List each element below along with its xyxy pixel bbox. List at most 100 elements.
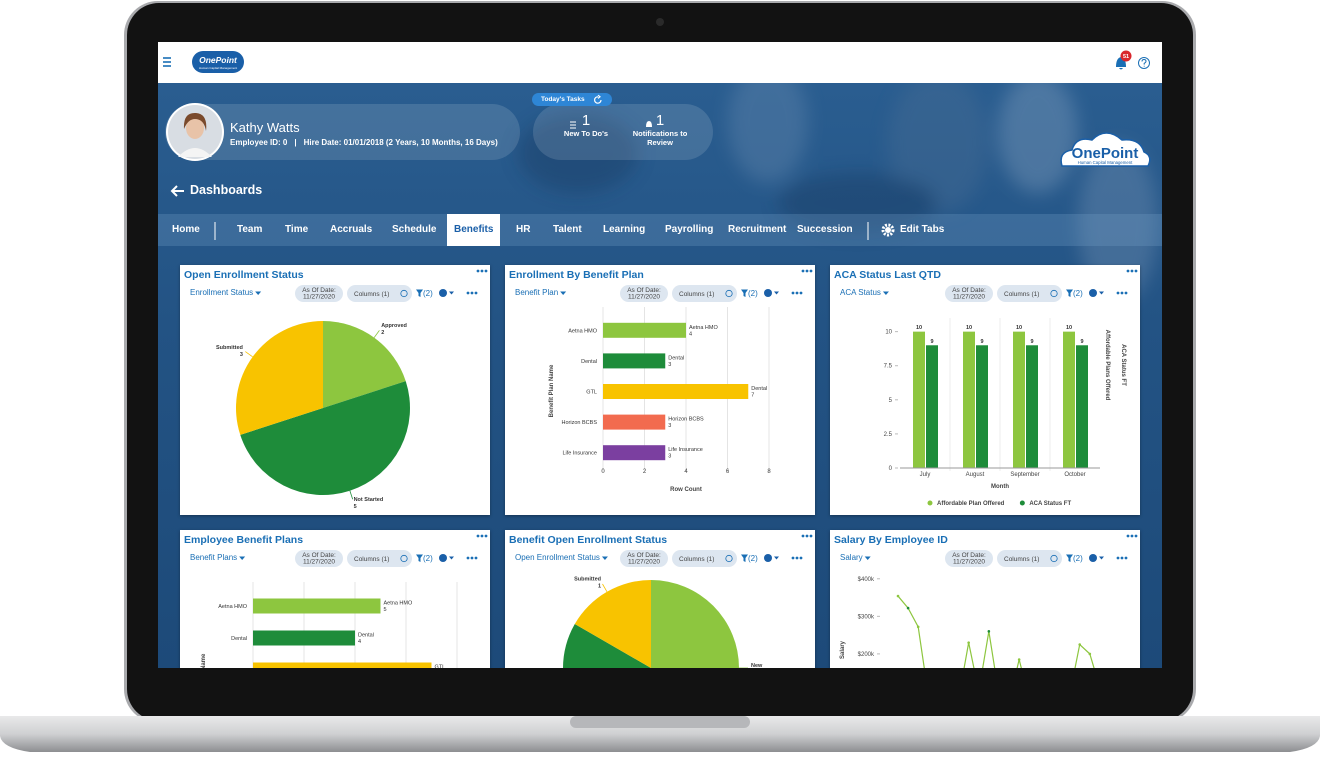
columns-clear[interactable] xyxy=(725,289,733,298)
widget-menu[interactable] xyxy=(1126,534,1138,538)
dot xyxy=(466,556,470,560)
help-button[interactable] xyxy=(1138,57,1150,69)
tab[interactable]: Learning xyxy=(603,224,646,235)
chart-type-icon[interactable] xyxy=(439,554,447,562)
columns-clear[interactable] xyxy=(1050,554,1058,563)
widget-actions[interactable] xyxy=(1116,556,1128,560)
tab[interactable]: Payrolling xyxy=(665,224,714,235)
gear-icon[interactable] xyxy=(881,223,895,237)
widget-menu[interactable] xyxy=(476,534,488,538)
columns-pill[interactable] xyxy=(997,550,1062,567)
tab[interactable]: Talent xyxy=(553,224,582,235)
chart-type-icon[interactable] xyxy=(764,554,772,562)
x-tick-label: 6 xyxy=(726,469,730,475)
columns-pill[interactable] xyxy=(672,285,737,302)
funnel-icon[interactable] xyxy=(741,289,748,298)
columns-pill[interactable] xyxy=(347,550,412,567)
todays-tasks[interactable]: Today's Tasks xyxy=(532,93,612,106)
todo-count[interactable]: 1 xyxy=(581,112,591,129)
x-tick-label: October xyxy=(1064,472,1085,478)
funnel-icon[interactable] xyxy=(416,554,423,563)
filter-dropdown[interactable]: Salary xyxy=(840,553,863,562)
tab[interactable]: Home xyxy=(172,224,200,235)
y-axis-title: Benefit Plan Name xyxy=(549,364,555,417)
dot xyxy=(805,269,809,273)
columns-clear[interactable] xyxy=(400,554,408,563)
as-of-pill[interactable] xyxy=(620,550,668,567)
notification-task-count[interactable]: 1 xyxy=(655,112,665,129)
tab[interactable]: HR xyxy=(516,224,531,235)
tab[interactable]: Succession xyxy=(797,224,853,235)
dot xyxy=(801,534,805,538)
chart-type-caret xyxy=(449,556,454,560)
filter-dropdown[interactable]: Enrollment Status xyxy=(190,288,253,297)
pie-slice xyxy=(236,321,323,435)
separator: | xyxy=(294,138,297,147)
bar-value: 4 xyxy=(689,331,692,337)
bar xyxy=(253,630,355,646)
filter-dropdown[interactable]: Benefit Plan xyxy=(515,288,558,297)
as-of-date: 11/27/2020 xyxy=(953,294,985,301)
as-of-pill[interactable] xyxy=(945,550,993,567)
task-icons xyxy=(570,121,652,129)
widget-menu[interactable] xyxy=(1126,269,1138,273)
widget-title: Enrollment By Benefit Plan xyxy=(509,269,644,281)
back-link[interactable]: Dashboards xyxy=(190,183,263,197)
widget-canvas: Open Enrollment Status Enrollment Status A… xyxy=(184,269,488,510)
chart-type-icon[interactable] xyxy=(1089,554,1097,562)
tab[interactable]: Team xyxy=(237,224,263,235)
refresh-icon[interactable] xyxy=(592,94,604,106)
line-point xyxy=(967,641,970,644)
todo-label[interactable]: New To Do's xyxy=(563,129,609,138)
funnel-icon[interactable] xyxy=(1066,289,1073,298)
chart-type-icon[interactable] xyxy=(764,289,772,297)
widget-actions[interactable] xyxy=(466,291,478,295)
funnel-icon[interactable] xyxy=(416,289,423,298)
filter-dropdown[interactable]: Benefit Plans xyxy=(190,553,237,562)
chart-type-icon[interactable] xyxy=(1089,289,1097,297)
widget-actions[interactable] xyxy=(791,556,803,560)
active-tab[interactable]: Benefits xyxy=(447,214,501,246)
line-point xyxy=(1088,652,1092,656)
top-bar-icons: OnePoint Human Capital Management 51 xyxy=(163,50,1150,73)
y-tick-label: 10 xyxy=(885,330,892,336)
edit-tabs[interactable]: Edit Tabs xyxy=(900,224,945,235)
widget-actions[interactable] xyxy=(1116,291,1128,295)
as-of-pill[interactable] xyxy=(945,285,993,302)
as-of-pill[interactable] xyxy=(295,285,343,302)
widget-actions[interactable] xyxy=(791,291,803,295)
tab[interactable]: Recruitment xyxy=(728,224,787,235)
tab[interactable]: Time xyxy=(285,224,309,235)
back-arrow[interactable] xyxy=(169,183,187,199)
widget-menu[interactable] xyxy=(801,534,813,538)
logo-shape xyxy=(192,51,244,73)
columns-clear[interactable] xyxy=(1050,289,1058,298)
filter-dropdown[interactable]: Open Enrollment Status xyxy=(515,553,600,562)
filter-dropdown[interactable]: ACA Status xyxy=(840,288,881,297)
funnel-icon[interactable] xyxy=(1066,554,1073,563)
columns-clear[interactable] xyxy=(400,289,408,298)
widget-menu[interactable] xyxy=(476,269,488,273)
x-tick-label: 2 xyxy=(643,469,647,475)
menu-button[interactable] xyxy=(163,57,171,67)
bar xyxy=(1026,345,1038,468)
chart-type-icon[interactable] xyxy=(439,289,447,297)
bar-value: 10 xyxy=(966,325,972,331)
columns-pill[interactable] xyxy=(672,550,737,567)
dropdown-caret xyxy=(864,556,871,560)
bar xyxy=(253,662,432,668)
as-of-pill[interactable] xyxy=(620,285,668,302)
columns-label: Columns (1) xyxy=(1004,556,1039,563)
widget-actions[interactable] xyxy=(466,556,478,560)
widget-menu[interactable] xyxy=(801,269,813,273)
tab[interactable]: Schedule xyxy=(392,224,437,235)
bar-value: 10 xyxy=(1066,325,1072,331)
as-of-pill[interactable] xyxy=(295,550,343,567)
columns-pill[interactable] xyxy=(997,285,1062,302)
columns-clear[interactable] xyxy=(725,554,733,563)
notification-badge xyxy=(1120,50,1132,62)
columns-pill[interactable] xyxy=(347,285,412,302)
notification-task-label[interactable]: Notifications to Review xyxy=(632,129,688,147)
funnel-icon[interactable] xyxy=(741,554,748,563)
tab[interactable]: Accruals xyxy=(330,224,373,235)
